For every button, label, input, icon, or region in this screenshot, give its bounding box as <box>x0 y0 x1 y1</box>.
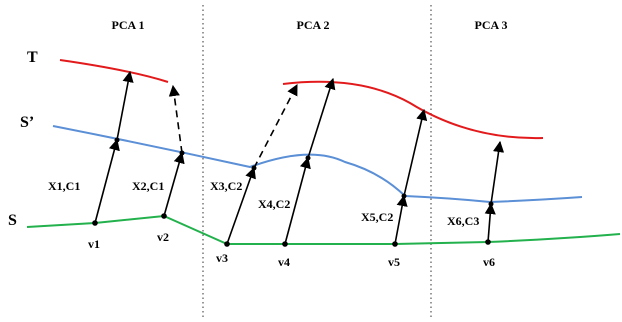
arrow-v4-upper <box>307 77 336 159</box>
target-curve-left <box>59 59 169 83</box>
vertex-v5 <box>392 241 398 247</box>
curve-label-s: S <box>8 212 17 229</box>
intermediate-point-3 <box>251 165 257 171</box>
intermediate-point-4 <box>305 155 311 161</box>
arrow-v2-upper-dashed <box>168 84 183 154</box>
arrow-v3-upper-dashed <box>253 84 298 169</box>
arrow-v1-lower <box>94 138 120 224</box>
target-curve-right <box>282 80 544 140</box>
arrow-v2-lower <box>163 151 185 217</box>
intermediate-point-1 <box>114 137 120 143</box>
intermediate-point-6 <box>488 201 494 207</box>
arrow-v6-upper <box>490 140 505 205</box>
vertex-v3 <box>224 241 230 247</box>
region-label-pca-3: PCA 3 <box>475 18 508 32</box>
arrow-v6-lower <box>484 202 496 243</box>
intermediate-point-2 <box>179 150 185 156</box>
vertex-label-v4: v4 <box>278 255 290 269</box>
arrow-v4-lower <box>284 156 311 245</box>
vertex-v4 <box>282 241 288 247</box>
arrow-v3-lower <box>226 166 256 245</box>
vertex-label-v1: v1 <box>88 237 100 251</box>
source-curve <box>26 214 621 245</box>
vertex-label-v2: v2 <box>157 230 169 244</box>
arrow-v1-upper <box>116 70 134 141</box>
vector-label-x4-c2: X4,C2 <box>258 197 290 211</box>
arrow-v5-upper <box>403 108 428 197</box>
arrow-v5-lower <box>394 194 408 245</box>
vertex-label-v3: v3 <box>216 251 228 265</box>
vertex-v1 <box>92 220 98 226</box>
vector-label-x2-c1: X2,C1 <box>132 179 164 193</box>
vertex-v2 <box>161 213 167 219</box>
region-label-pca-1: PCA 1 <box>112 18 145 32</box>
vector-label-x5-c2: X5,C2 <box>361 210 393 224</box>
vector-label-x1-c1: X1,C1 <box>48 179 80 193</box>
vertex-label-v6: v6 <box>483 255 495 269</box>
curve-label-t: T <box>27 49 38 66</box>
curve-label-s-prime: S’ <box>20 114 34 131</box>
intermediate-point-5 <box>401 193 407 199</box>
region-label-pca-2: PCA 2 <box>297 18 330 32</box>
vertex-v6 <box>485 239 491 245</box>
vector-label-x6-c3: X6,C3 <box>447 214 479 228</box>
vector-label-x3-c2: X3,C2 <box>210 179 242 193</box>
vertex-label-v5: v5 <box>388 255 400 269</box>
